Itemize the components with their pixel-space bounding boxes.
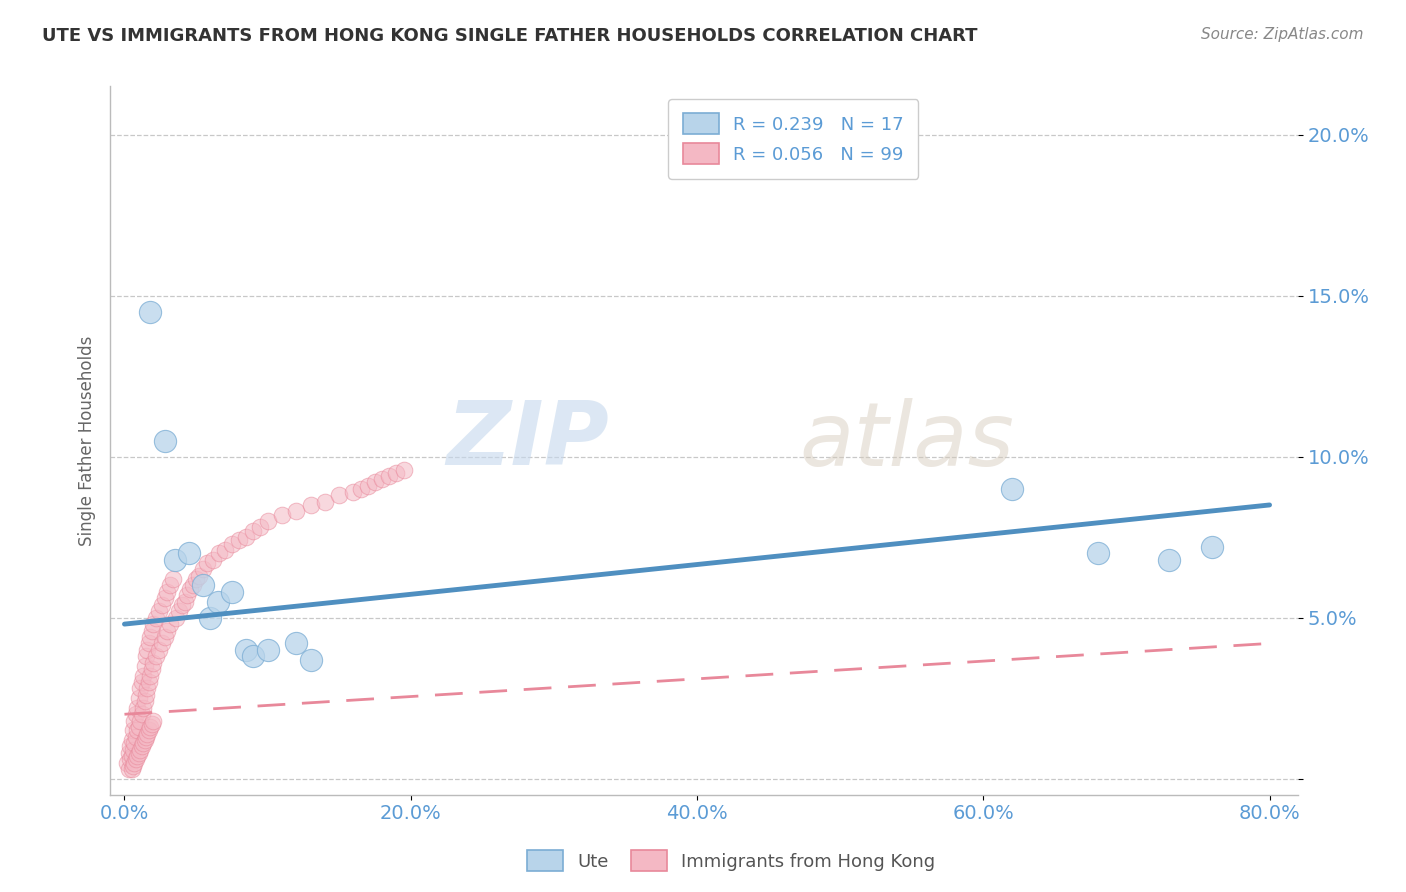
Text: atlas: atlas <box>799 398 1014 483</box>
Legend: R = 0.239   N = 17, R = 0.056   N = 99: R = 0.239 N = 17, R = 0.056 N = 99 <box>668 99 918 178</box>
Legend: Ute, Immigrants from Hong Kong: Ute, Immigrants from Hong Kong <box>520 843 942 879</box>
Y-axis label: Single Father Households: Single Father Households <box>79 335 96 546</box>
Text: ZIP: ZIP <box>446 397 609 484</box>
Text: Source: ZipAtlas.com: Source: ZipAtlas.com <box>1201 27 1364 42</box>
Text: UTE VS IMMIGRANTS FROM HONG KONG SINGLE FATHER HOUSEHOLDS CORRELATION CHART: UTE VS IMMIGRANTS FROM HONG KONG SINGLE … <box>42 27 977 45</box>
